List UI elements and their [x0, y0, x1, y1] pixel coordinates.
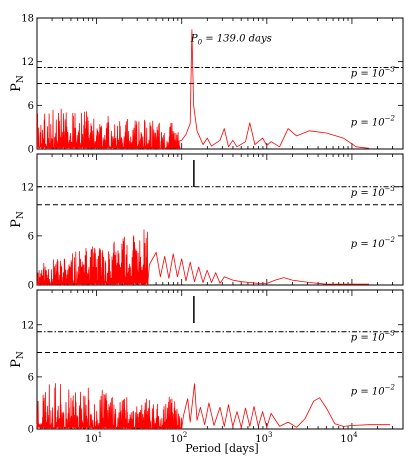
peak-annotation: P0 = 139.0 days: [190, 33, 272, 46]
x-tick-exponent: 3: [268, 431, 272, 439]
y-tick-label: 12: [21, 57, 34, 68]
x-axis-label: Period [days]: [185, 442, 258, 455]
y-tick-label: 6: [28, 372, 34, 383]
y-axis-label: PN: [9, 75, 26, 92]
y-tick-label: 0: [28, 425, 34, 436]
fap-label-lower: p = 10−2: [351, 384, 396, 398]
fap-label-upper: p = 10−3: [351, 330, 396, 344]
y-axis-label: PN: [9, 211, 26, 228]
periodogram-series: [36, 229, 369, 286]
y-tick-label: 6: [28, 101, 34, 112]
fap-label-upper-exp: −3: [385, 185, 396, 193]
y-tick-label: 0: [28, 145, 34, 156]
x-tick-exponent: 1: [98, 431, 102, 439]
y-tick-label: 0: [28, 281, 34, 292]
panel-middle: 0 6 12 PN p = 10−3 p = 10−2: [9, 153, 404, 292]
x-tick-label: 101: [85, 431, 102, 445]
panel-top: 0 6 12 18 PN p = 10−3 p = 10−2 P0 = 139.0 days: [9, 14, 404, 156]
periodogram-series: [36, 29, 370, 150]
fap-label-upper: p = 10−3: [351, 65, 396, 79]
peak-annotation-subscript: 0: [198, 38, 203, 46]
periodogram-series: [36, 383, 391, 430]
plot-frame: [36, 153, 404, 286]
y-tick-label: 18: [21, 14, 34, 25]
peak-annotation-value: = 139.0 days: [202, 33, 272, 44]
fap-label-upper-exp: −3: [385, 330, 396, 338]
x-tick-exponent: 2: [183, 431, 187, 439]
fap-label-lower-exp: −2: [385, 115, 396, 123]
fap-label-lower-exp: −2: [385, 384, 396, 392]
x-tick-label: 104: [340, 431, 358, 445]
y-axis-label: PN: [9, 351, 26, 368]
y-axis-label-subscript: N: [16, 75, 26, 83]
plot-frame: [36, 289, 404, 430]
fap-label-lower-exp: −2: [385, 236, 396, 244]
fap-label-upper-exp: −3: [385, 65, 396, 73]
y-axis-label-subscript: N: [16, 211, 26, 219]
fap-label-lower: p = 10−2: [351, 236, 396, 250]
y-tick-label: 12: [21, 320, 34, 331]
fap-label-upper: p = 10−3: [351, 185, 396, 199]
x-tick-exponent: 4: [353, 431, 358, 439]
y-axis-label-subscript: N: [16, 351, 26, 359]
y-tick-label: 6: [28, 231, 34, 242]
fap-label-lower: p = 10−2: [351, 115, 396, 129]
y-tick-label: 12: [21, 182, 34, 193]
